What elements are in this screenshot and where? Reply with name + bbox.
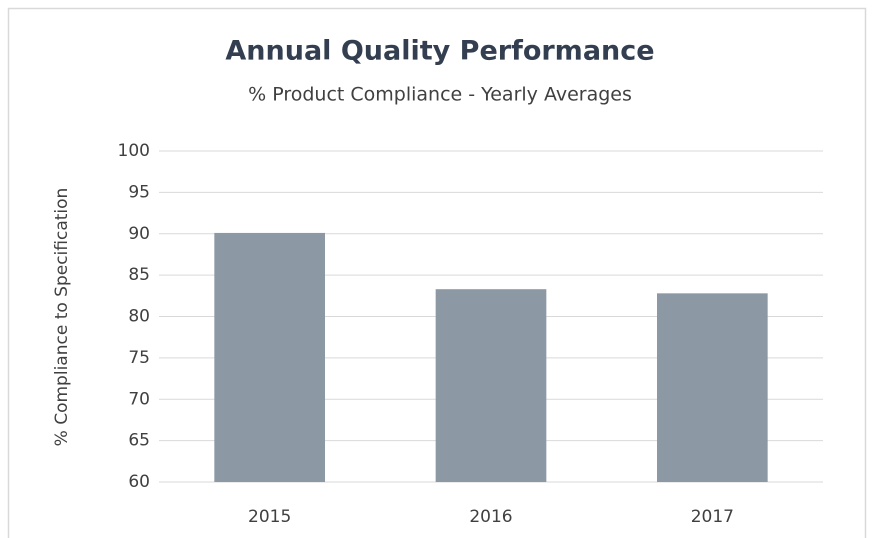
x-tick-label: 2017 bbox=[691, 507, 734, 527]
chart-title: Annual Quality Performance bbox=[225, 36, 654, 67]
y-tick-label: 95 bbox=[128, 182, 150, 202]
chart-subtitle: % Product Compliance - Yearly Averages bbox=[248, 84, 632, 106]
y-tick-label: 70 bbox=[128, 389, 150, 409]
y-tick-label: 100 bbox=[118, 141, 150, 161]
y-tick-label: 75 bbox=[128, 348, 150, 368]
bar bbox=[214, 232, 325, 482]
y-tick-label: 80 bbox=[128, 307, 150, 327]
y-tick-label: 60 bbox=[128, 472, 150, 492]
y-tick-label: 65 bbox=[128, 431, 150, 451]
y-axis-label: % Compliance to Specification bbox=[52, 188, 72, 447]
bar bbox=[435, 289, 547, 482]
bar bbox=[657, 293, 768, 482]
x-tick-label: 2016 bbox=[469, 507, 512, 527]
y-tick-label: 85 bbox=[128, 265, 150, 285]
x-tick-label: 2015 bbox=[248, 507, 291, 527]
y-tick-label: 90 bbox=[128, 224, 150, 244]
